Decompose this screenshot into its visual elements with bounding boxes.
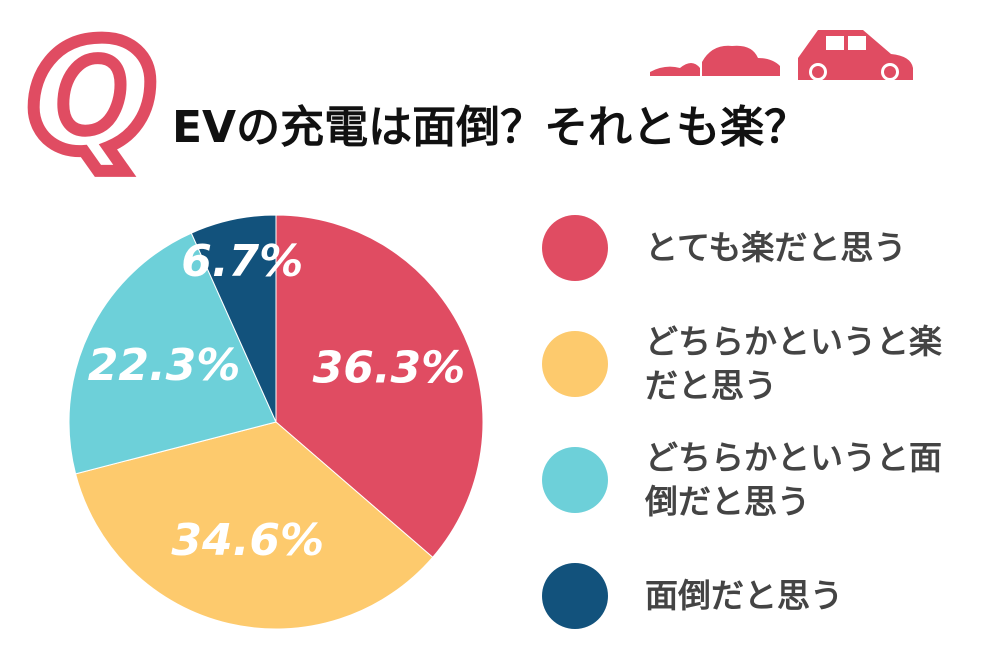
pie-slice [74,421,434,630]
legend-label: とても楽だと思う [645,228,907,267]
legend-swatch [542,447,608,513]
pie-slice [190,214,277,423]
pie-slice [275,214,484,558]
legend-swatch [542,331,608,397]
legend-label: 面倒だと思う [645,576,843,615]
pie-slice [68,232,277,475]
data-label: 6.7% [181,236,303,287]
legend-swatch [542,215,608,281]
decoration [650,30,913,81]
data-label: 22.3% [88,340,241,391]
chart-title: EVの充電は面倒？それとも楽？ [172,102,808,153]
legend-label: どちらかというと面倒だと思う [645,438,942,521]
legend-label: どちらかというと楽だと思う [645,322,942,405]
data-label: 36.3% [313,342,466,393]
data-label: 34.6% [171,515,324,566]
title-mark: Q [28,11,156,185]
legend-swatch [542,563,608,629]
